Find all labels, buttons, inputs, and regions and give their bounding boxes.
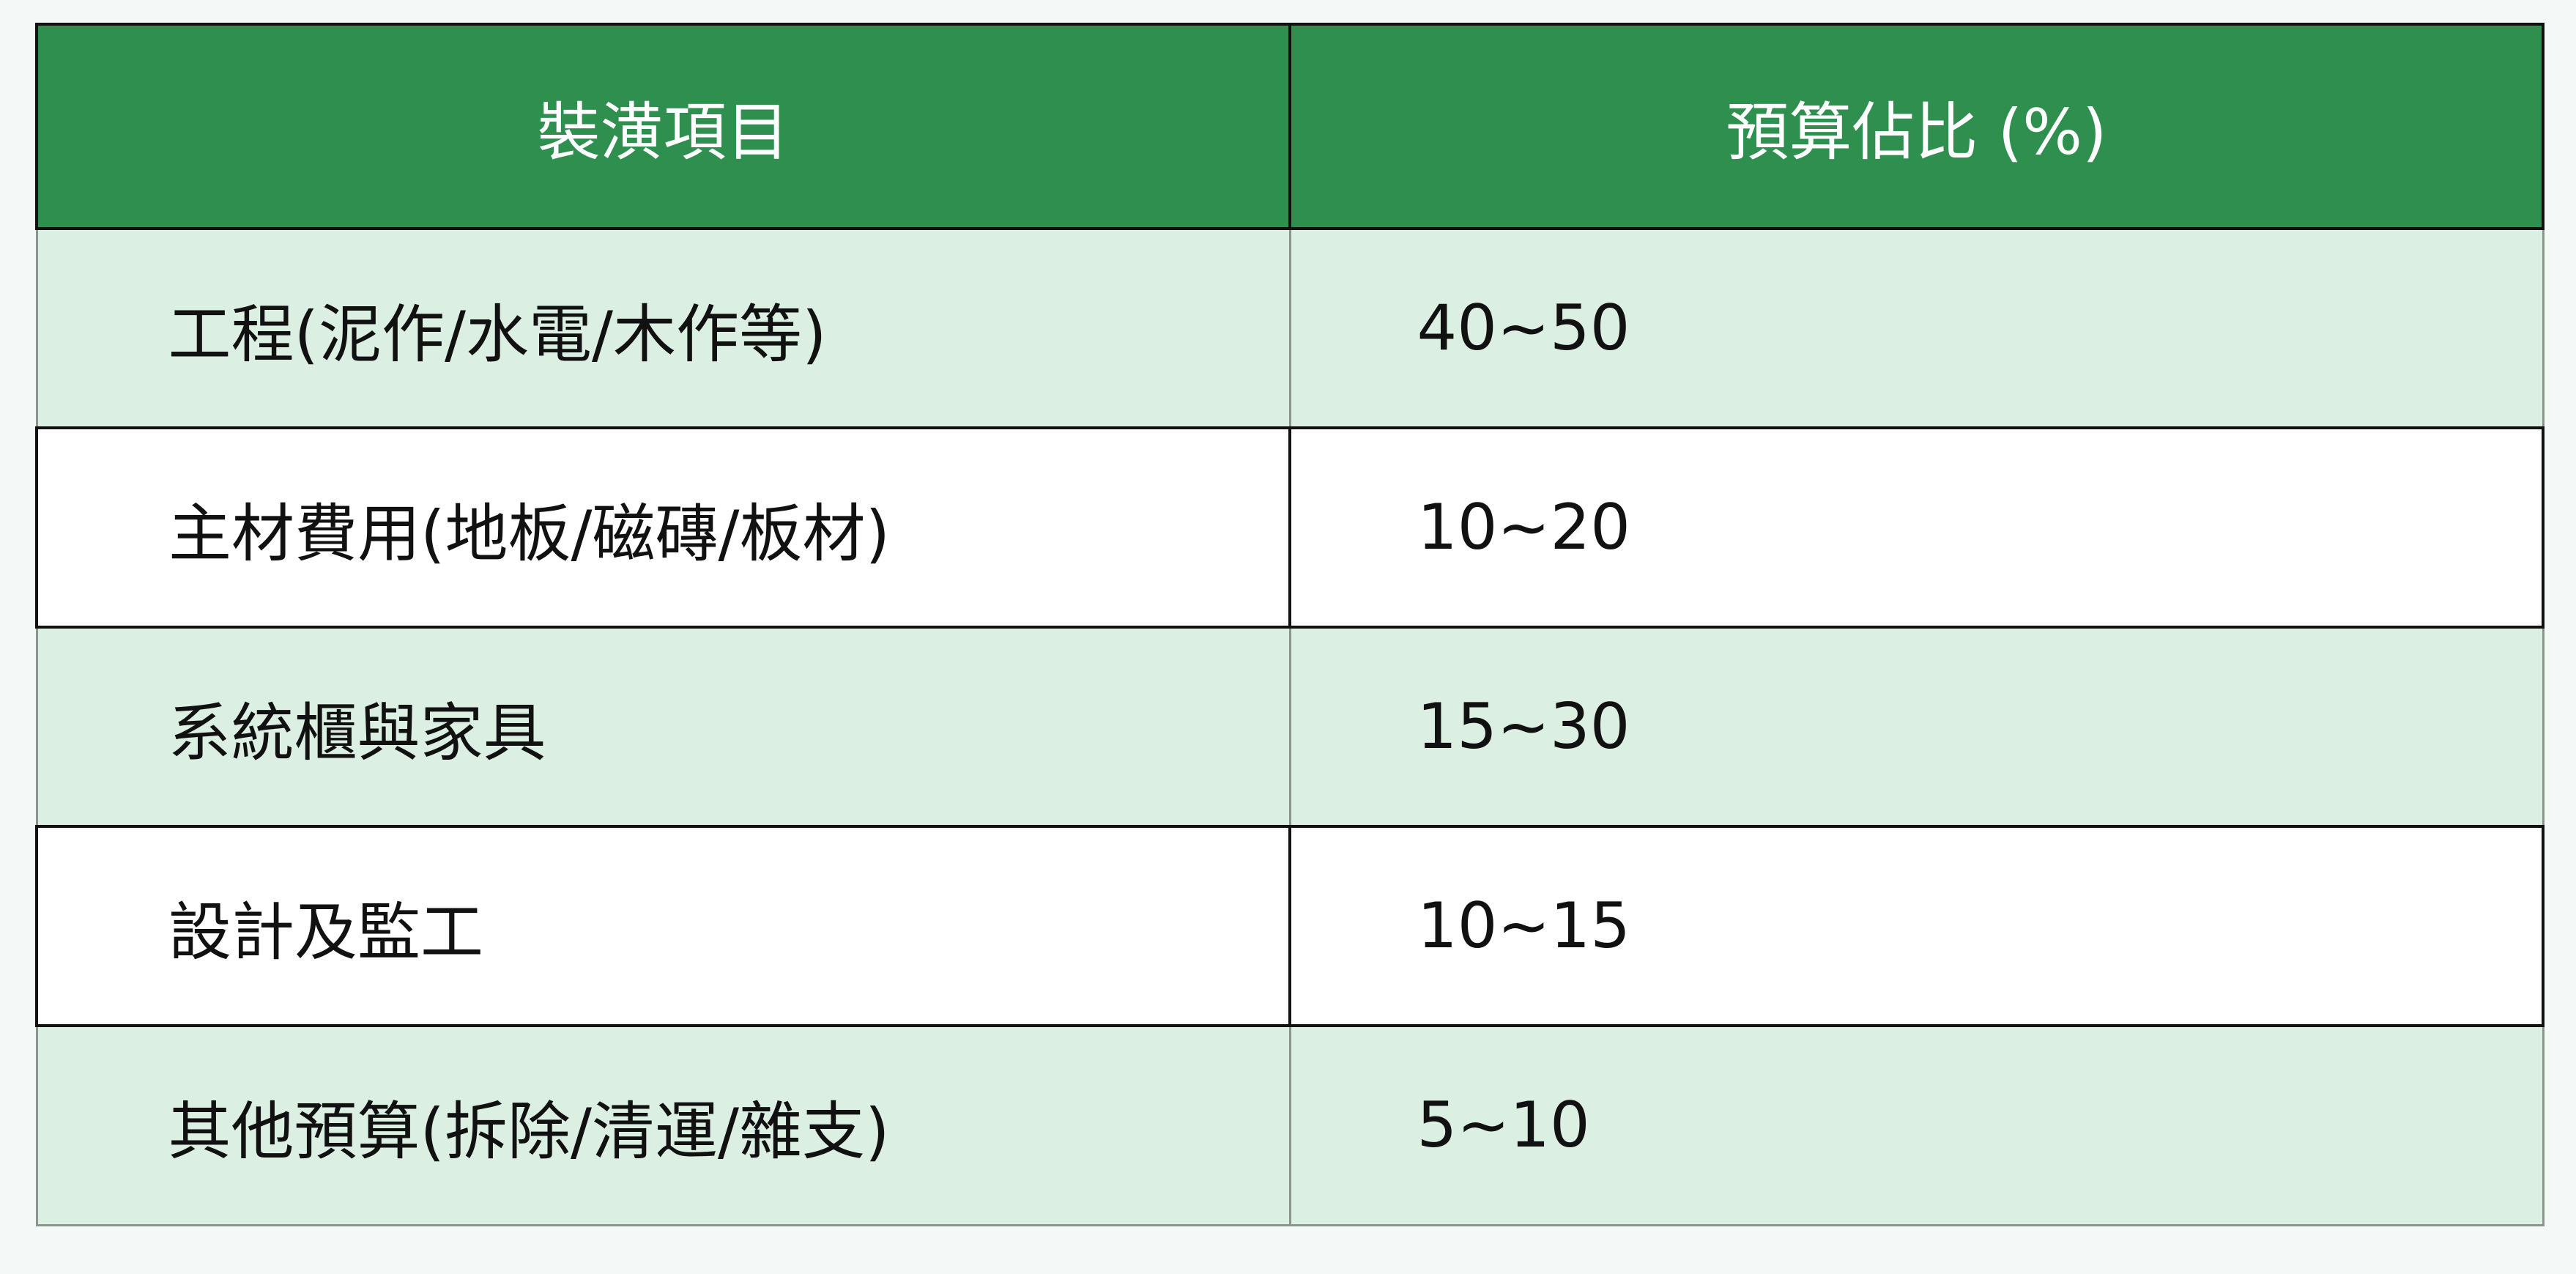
share-cell: 40~50	[1288, 227, 2545, 429]
share-cell: 10~20	[1288, 426, 2545, 629]
budget-table: 裝潢項目 預算佔比 (%) 工程(泥作/水電/木作等) 40~50 主材費用(地…	[35, 23, 2545, 1226]
item-cell: 主材費用(地板/磁磚/板材)	[35, 426, 1291, 629]
item-cell: 設計及監工	[35, 825, 1291, 1027]
table-row: 設計及監工 10~15	[35, 825, 2545, 1027]
item-cell: 工程(泥作/水電/木作等)	[35, 227, 1291, 429]
header-item: 裝潢項目	[35, 23, 1291, 230]
header-row: 裝潢項目 預算佔比 (%)	[35, 23, 2545, 230]
table-row: 其他預算(拆除/清運/雜支) 5~10	[35, 1024, 2545, 1226]
share-cell: 5~10	[1288, 1024, 2545, 1226]
table-row: 主材費用(地板/磁磚/板材) 10~20	[35, 426, 2545, 629]
table-row: 系統櫃與家具 15~30	[35, 626, 2545, 828]
share-cell: 10~15	[1288, 825, 2545, 1027]
share-cell: 15~30	[1288, 626, 2545, 828]
item-cell: 系統櫃與家具	[35, 626, 1291, 828]
table-row: 工程(泥作/水電/木作等) 40~50	[35, 227, 2545, 429]
item-cell: 其他預算(拆除/清運/雜支)	[35, 1024, 1291, 1226]
header-share: 預算佔比 (%)	[1288, 23, 2545, 230]
